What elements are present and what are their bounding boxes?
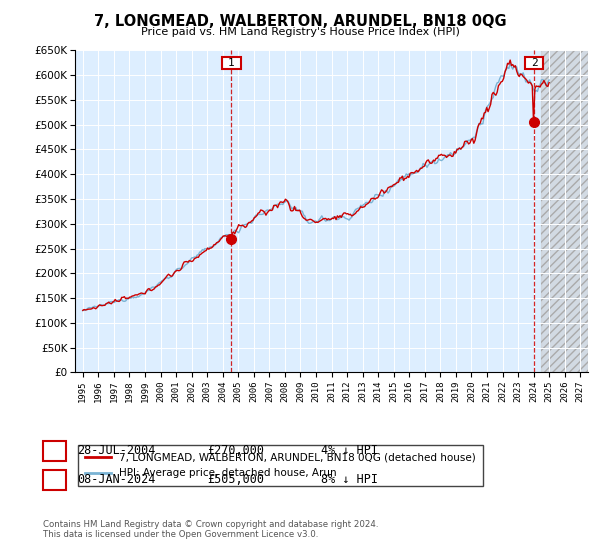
Legend: 7, LONGMEAD, WALBERTON, ARUNDEL, BN18 0QG (detached house), HPI: Average price, : 7, LONGMEAD, WALBERTON, ARUNDEL, BN18 0Q… [77, 445, 484, 486]
FancyBboxPatch shape [525, 57, 544, 69]
Polygon shape [541, 50, 588, 372]
Text: £505,000: £505,000 [207, 473, 264, 487]
Text: £270,000: £270,000 [207, 444, 264, 458]
Text: 1: 1 [51, 444, 58, 458]
Text: 08-JAN-2024: 08-JAN-2024 [77, 473, 155, 487]
FancyBboxPatch shape [222, 57, 241, 69]
Text: 2: 2 [530, 58, 538, 68]
Text: 8% ↓ HPI: 8% ↓ HPI [321, 473, 378, 487]
Text: 4% ↓ HPI: 4% ↓ HPI [321, 444, 378, 458]
Text: Contains HM Land Registry data © Crown copyright and database right 2024.
This d: Contains HM Land Registry data © Crown c… [43, 520, 379, 539]
Text: Price paid vs. HM Land Registry's House Price Index (HPI): Price paid vs. HM Land Registry's House … [140, 27, 460, 37]
Text: 7, LONGMEAD, WALBERTON, ARUNDEL, BN18 0QG: 7, LONGMEAD, WALBERTON, ARUNDEL, BN18 0Q… [94, 14, 506, 29]
Text: 2: 2 [51, 473, 58, 487]
Text: 1: 1 [228, 58, 235, 68]
Text: 28-JUL-2004: 28-JUL-2004 [77, 444, 155, 458]
